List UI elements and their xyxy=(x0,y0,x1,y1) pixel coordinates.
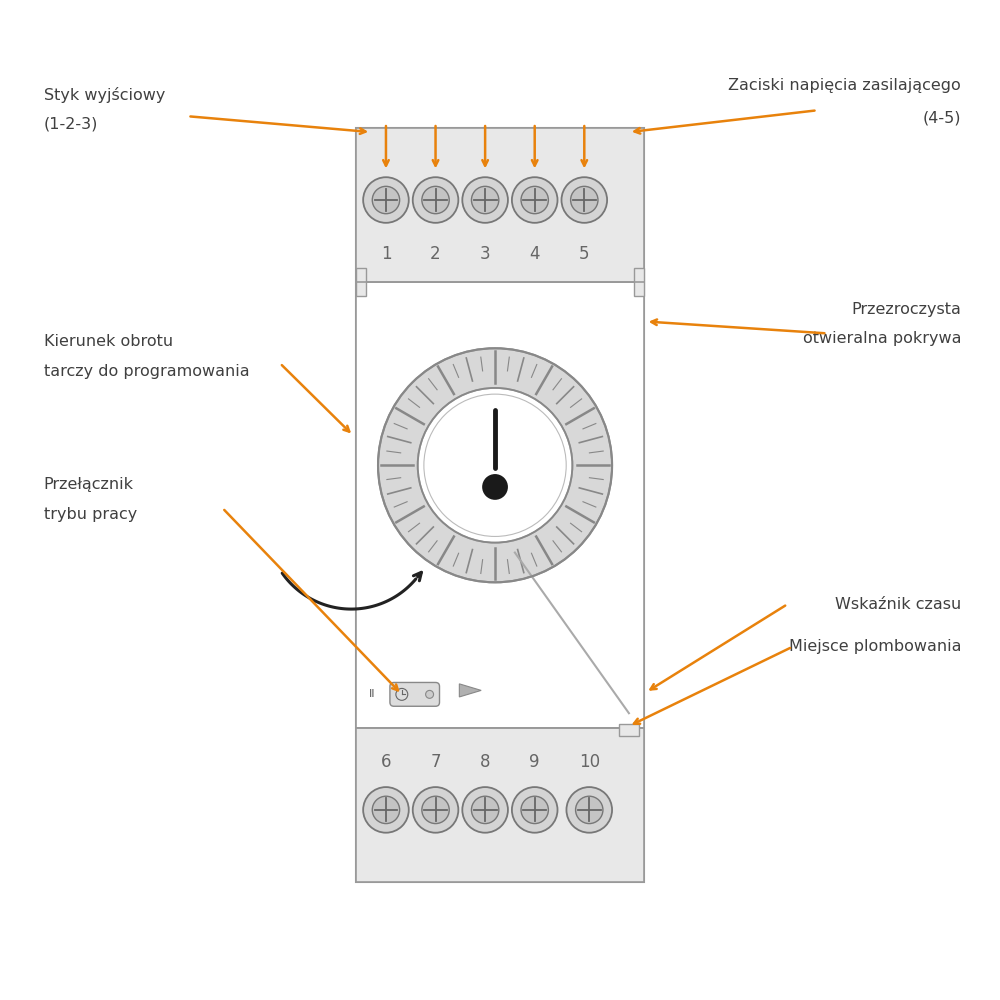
Circle shape xyxy=(363,177,409,223)
FancyBboxPatch shape xyxy=(390,682,440,706)
Circle shape xyxy=(561,177,607,223)
Circle shape xyxy=(512,177,558,223)
Text: Miejsce plombowania: Miejsce plombowania xyxy=(789,639,961,654)
Text: 5: 5 xyxy=(579,245,590,263)
Circle shape xyxy=(363,787,409,833)
Bar xyxy=(356,268,366,296)
Text: 10: 10 xyxy=(579,753,600,771)
Text: 8: 8 xyxy=(480,753,490,771)
Circle shape xyxy=(462,177,508,223)
Text: 9: 9 xyxy=(529,753,540,771)
Text: Przezroczysta: Przezroczysta xyxy=(851,302,961,317)
Circle shape xyxy=(372,796,400,824)
Text: tarczy do programowania: tarczy do programowania xyxy=(44,364,249,379)
Text: 6: 6 xyxy=(381,753,391,771)
Text: II: II xyxy=(369,689,376,699)
Circle shape xyxy=(424,394,566,536)
Circle shape xyxy=(426,690,434,698)
Circle shape xyxy=(566,787,612,833)
Text: (4-5): (4-5) xyxy=(923,110,961,125)
Circle shape xyxy=(576,796,603,824)
Bar xyxy=(356,282,644,728)
Text: otwieralna pokrywa: otwieralna pokrywa xyxy=(803,331,961,346)
Circle shape xyxy=(471,186,499,214)
Bar xyxy=(634,268,644,296)
Circle shape xyxy=(471,796,499,824)
Text: 4: 4 xyxy=(529,245,540,263)
Text: trybu pracy: trybu pracy xyxy=(44,507,137,522)
Polygon shape xyxy=(459,684,481,697)
Circle shape xyxy=(512,787,558,833)
Text: 2: 2 xyxy=(430,245,441,263)
Bar xyxy=(356,728,644,882)
Circle shape xyxy=(482,474,508,500)
Bar xyxy=(356,128,644,282)
Text: (1-2-3): (1-2-3) xyxy=(44,116,98,131)
Text: 3: 3 xyxy=(480,245,490,263)
Text: 7: 7 xyxy=(430,753,441,771)
Text: Wskaźnik czasu: Wskaźnik czasu xyxy=(835,597,961,612)
Text: Zaciski napięcia zasilającego: Zaciski napięcia zasilającego xyxy=(728,78,961,93)
Circle shape xyxy=(521,186,548,214)
Circle shape xyxy=(571,186,598,214)
Circle shape xyxy=(422,186,449,214)
Circle shape xyxy=(418,388,572,543)
Circle shape xyxy=(378,348,612,582)
Circle shape xyxy=(462,787,508,833)
Bar xyxy=(356,128,644,882)
Bar xyxy=(619,724,639,736)
Text: Przełącznik: Przełącznik xyxy=(44,477,134,492)
Text: Kierunek obrotu: Kierunek obrotu xyxy=(44,334,173,349)
Circle shape xyxy=(372,186,400,214)
Circle shape xyxy=(422,796,449,824)
Circle shape xyxy=(521,796,548,824)
Circle shape xyxy=(413,787,458,833)
Text: 1: 1 xyxy=(381,245,391,263)
Text: Styk wyjściowy: Styk wyjściowy xyxy=(44,87,165,103)
Circle shape xyxy=(413,177,458,223)
